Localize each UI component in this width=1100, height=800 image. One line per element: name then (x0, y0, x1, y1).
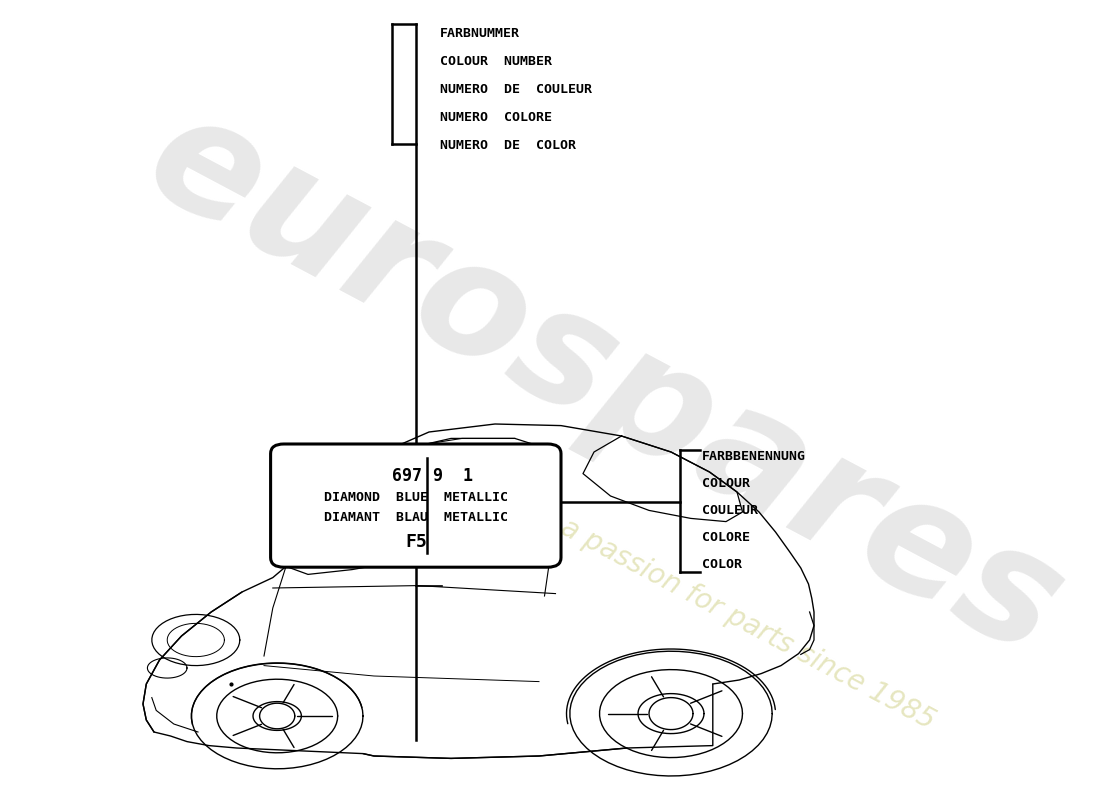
Text: FARBNUMMER: FARBNUMMER (440, 27, 520, 40)
Text: DIAMOND  BLUE  METALLIC: DIAMOND BLUE METALLIC (323, 491, 508, 504)
Text: F5: F5 (405, 534, 427, 551)
Text: FARBBENENNUNG: FARBBENENNUNG (702, 450, 806, 462)
Text: COLOUR  NUMBER: COLOUR NUMBER (440, 55, 552, 68)
Text: COLORE: COLORE (702, 531, 750, 544)
Text: COLOUR: COLOUR (702, 477, 750, 490)
Text: a passion for parts since 1985: a passion for parts since 1985 (557, 513, 939, 735)
Text: NUMERO  DE  COLOR: NUMERO DE COLOR (440, 139, 576, 152)
FancyBboxPatch shape (271, 444, 561, 567)
Text: eurospares: eurospares (123, 78, 1087, 690)
Text: NUMERO  COLORE: NUMERO COLORE (440, 111, 552, 124)
Text: DIAMANT  BLAU  METALLIC: DIAMANT BLAU METALLIC (323, 511, 508, 524)
Text: COLOR: COLOR (702, 558, 741, 571)
Text: NUMERO  DE  COULEUR: NUMERO DE COULEUR (440, 83, 592, 96)
Text: 697: 697 (393, 467, 422, 485)
Text: COULEUR: COULEUR (702, 504, 758, 517)
Text: 9  1: 9 1 (433, 467, 473, 485)
